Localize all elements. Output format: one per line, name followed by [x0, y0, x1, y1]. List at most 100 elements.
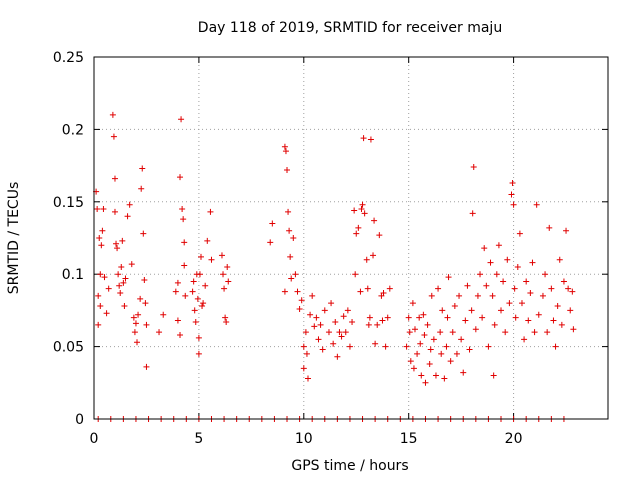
- axis-ticks: 0 0.05 0.1 0.15 0.2 0.25 0 5 10 15 20: [53, 50, 608, 447]
- data-point: [382, 343, 389, 350]
- data-point: [340, 313, 347, 320]
- y-tick-label: 0.15: [53, 195, 84, 211]
- data-point: [101, 274, 108, 281]
- data-point: [99, 227, 106, 234]
- data-point: [560, 278, 567, 285]
- data-point: [172, 288, 179, 295]
- data-point: [313, 314, 320, 321]
- data-point: [367, 136, 374, 143]
- x-axis-label: GPS time / hours: [291, 458, 408, 474]
- data-point: [182, 292, 189, 299]
- data-point: [410, 365, 417, 372]
- data-point: [97, 303, 104, 310]
- data-point: [477, 271, 484, 278]
- data-point: [570, 326, 577, 333]
- data-point: [374, 321, 381, 328]
- data-point: [344, 307, 351, 314]
- data-point: [447, 358, 454, 365]
- data-point: [539, 292, 546, 299]
- data-point: [296, 305, 303, 312]
- data-point: [181, 239, 188, 246]
- data-point: [180, 216, 187, 223]
- data-point: [222, 314, 229, 321]
- data-point: [315, 336, 322, 343]
- data-point: [300, 365, 307, 372]
- data-point: [128, 261, 135, 268]
- data-point: [355, 224, 362, 231]
- data-points: [93, 111, 577, 422]
- data-point: [409, 300, 416, 307]
- data-point: [508, 191, 515, 198]
- data-point: [96, 235, 103, 241]
- data-point: [119, 237, 126, 244]
- data-point: [509, 179, 516, 186]
- grid: [94, 57, 608, 419]
- data-point: [357, 288, 364, 295]
- data-point: [321, 307, 328, 314]
- data-point: [502, 329, 509, 336]
- data-point: [115, 271, 122, 278]
- data-point: [417, 340, 424, 347]
- data-point: [288, 275, 295, 282]
- data-point: [292, 271, 299, 278]
- data-point: [474, 292, 481, 299]
- data-point: [141, 276, 148, 283]
- data-point: [195, 350, 202, 357]
- data-point: [287, 253, 294, 260]
- data-point: [358, 206, 365, 213]
- data-point: [493, 271, 500, 278]
- data-point: [363, 256, 370, 263]
- data-point: [139, 165, 146, 172]
- data-point: [443, 343, 450, 350]
- data-point: [137, 295, 144, 302]
- data-point: [479, 314, 486, 321]
- x-tick-label: 20: [505, 431, 523, 447]
- data-point: [563, 227, 570, 234]
- data-point: [269, 220, 276, 227]
- data-point: [95, 321, 102, 328]
- data-point: [174, 317, 181, 324]
- data-point: [421, 332, 428, 339]
- data-point: [426, 360, 433, 367]
- data-point: [464, 282, 471, 289]
- data-point: [500, 278, 507, 285]
- data-point: [181, 262, 188, 269]
- y-axis-label: SRMTID / TECUs: [6, 182, 22, 295]
- data-point: [336, 329, 343, 336]
- data-point: [550, 317, 557, 324]
- data-point: [437, 329, 444, 336]
- data-point: [439, 307, 446, 314]
- data-point: [376, 232, 383, 239]
- data-point: [105, 285, 112, 292]
- data-point: [552, 343, 559, 350]
- data-point: [140, 230, 147, 237]
- x-tick-label: 10: [295, 431, 313, 447]
- data-point: [202, 282, 209, 289]
- data-point: [470, 164, 477, 171]
- data-point: [192, 318, 199, 325]
- data-point: [422, 379, 429, 386]
- data-point: [200, 300, 207, 307]
- data-point: [109, 111, 116, 118]
- data-point: [472, 326, 479, 333]
- data-point: [267, 239, 274, 246]
- data-point: [458, 336, 465, 343]
- data-point: [303, 350, 310, 357]
- data-point: [130, 314, 137, 321]
- data-point: [380, 290, 387, 297]
- y-tick-label: 0.05: [53, 340, 84, 356]
- data-point: [194, 295, 201, 302]
- data-point: [118, 263, 125, 270]
- data-point: [418, 372, 425, 379]
- data-point: [207, 208, 214, 215]
- data-point: [311, 323, 318, 330]
- data-point: [177, 174, 184, 181]
- y-tick-label: 0: [75, 412, 84, 428]
- data-point: [379, 317, 386, 324]
- data-point: [449, 329, 456, 336]
- data-point: [190, 278, 197, 285]
- data-point: [432, 372, 439, 379]
- data-point: [529, 259, 536, 266]
- data-point: [406, 329, 413, 336]
- data-point: [135, 311, 142, 318]
